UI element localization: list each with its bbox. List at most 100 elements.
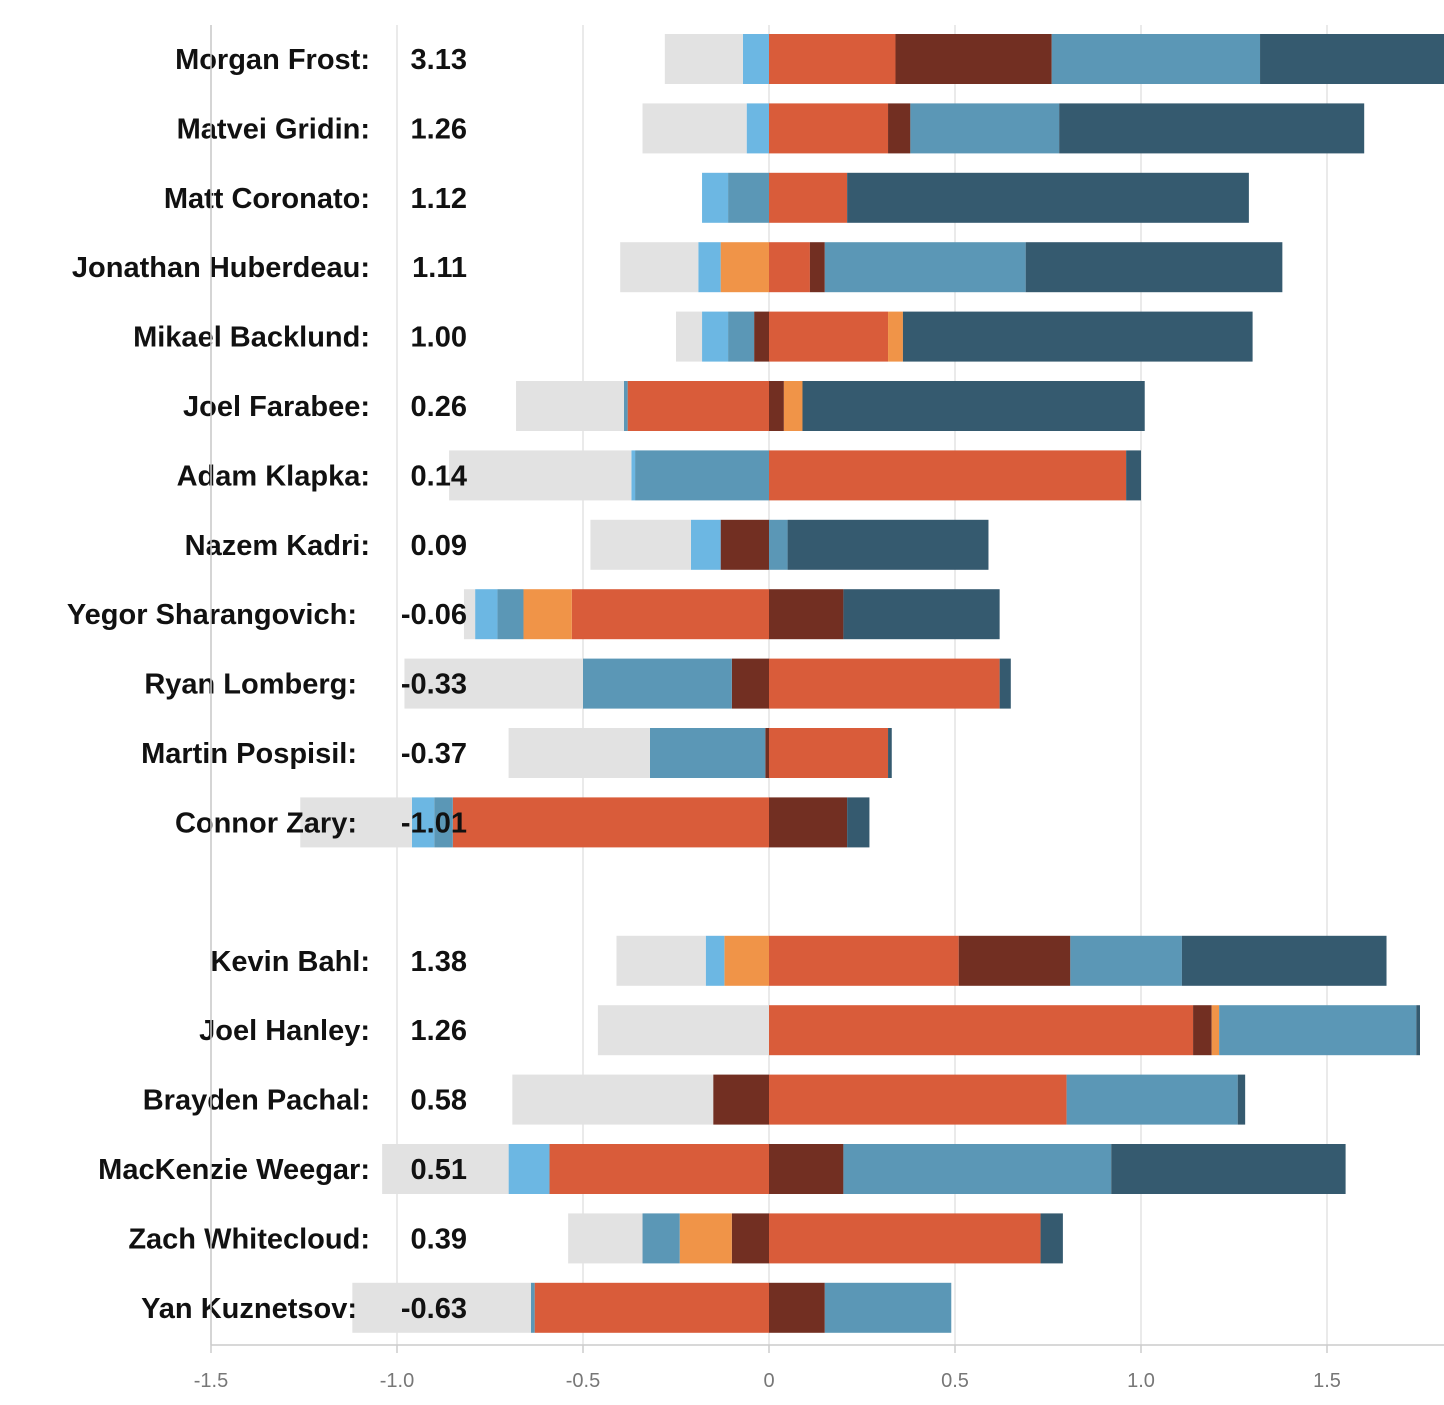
bar-segment-c3 bbox=[731, 1213, 769, 1264]
bar-segment-c2 bbox=[728, 311, 755, 362]
bar-segment-c4 bbox=[769, 658, 1000, 709]
bar-segment-c7 bbox=[508, 728, 650, 778]
player-row bbox=[676, 311, 1253, 362]
player-name: Matt Coronato: bbox=[164, 183, 370, 215]
player-total: 0.14 bbox=[411, 460, 467, 492]
player-total: 1.38 bbox=[411, 946, 467, 978]
bar-segment-c4 bbox=[452, 797, 769, 848]
player-row bbox=[300, 797, 870, 848]
player-name: Joel Farabee: bbox=[183, 391, 370, 423]
player-name: Martin Pospisil: bbox=[141, 738, 357, 770]
player-row bbox=[597, 1005, 1420, 1056]
bar-segment-c1 bbox=[1126, 450, 1141, 501]
player-name: Mikael Backlund: bbox=[133, 322, 370, 354]
bar-segment-c7 bbox=[382, 1144, 509, 1194]
bar-segment-c5 bbox=[724, 935, 769, 986]
bar-segment-c6 bbox=[705, 935, 725, 986]
bar-segment-c7 bbox=[642, 103, 747, 154]
bar-segment-c1 bbox=[1111, 1144, 1346, 1194]
bar-segment-c6 bbox=[631, 450, 636, 501]
bar-segment-c3 bbox=[765, 728, 769, 778]
player-total: -0.33 bbox=[401, 669, 467, 701]
player-row bbox=[616, 935, 1387, 986]
player-total: 1.00 bbox=[411, 322, 467, 354]
bar-segment-c1 bbox=[1040, 1213, 1063, 1264]
player-total: -0.37 bbox=[401, 738, 467, 770]
bar-segment-c3 bbox=[769, 1282, 825, 1333]
bar-segment-c6 bbox=[475, 589, 498, 640]
bar-segment-c5 bbox=[1211, 1005, 1220, 1056]
bar-segment-c1 bbox=[1025, 242, 1283, 293]
bar-segment-c1 bbox=[802, 381, 1145, 431]
x-tick-label: -1.0 bbox=[380, 1370, 414, 1392]
bar-segment-c2 bbox=[910, 103, 1060, 154]
player-name: Kevin Bahl: bbox=[210, 946, 370, 978]
bar-segment-c7 bbox=[404, 658, 583, 709]
bar-segment-c4 bbox=[571, 589, 769, 640]
bar-segment-c4 bbox=[769, 1074, 1067, 1125]
bar-segment-c3 bbox=[888, 103, 911, 154]
bar-segment-c5 bbox=[888, 311, 903, 362]
bar-segment-c3 bbox=[720, 519, 769, 570]
bar-segment-c7 bbox=[590, 519, 691, 570]
x-tick-label: -1.5 bbox=[194, 1370, 228, 1392]
bar-segment-c7 bbox=[620, 242, 699, 293]
bar-segment-c4 bbox=[769, 450, 1127, 501]
player-name: MacKenzie Weegar: bbox=[98, 1154, 370, 1186]
bar-segment-c2 bbox=[635, 450, 769, 501]
player-total: 1.26 bbox=[411, 113, 467, 145]
bar-segment-c4 bbox=[769, 728, 889, 778]
bar-segment-c4 bbox=[769, 1213, 1041, 1264]
bar-segment-c1 bbox=[1237, 1074, 1246, 1125]
bar-segment-c4 bbox=[627, 381, 769, 431]
x-tick-label: 1.0 bbox=[1127, 1370, 1155, 1392]
player-total: 0.39 bbox=[411, 1223, 467, 1255]
player-row bbox=[352, 1282, 952, 1333]
bar-segment-c6 bbox=[742, 34, 769, 84]
bar-segment-c2 bbox=[843, 1144, 1112, 1194]
bar-segment-c1 bbox=[999, 658, 1011, 709]
bar-segment-c3 bbox=[1193, 1005, 1212, 1056]
player-total: 0.26 bbox=[411, 391, 467, 423]
x-tick-label: 0 bbox=[763, 1370, 774, 1392]
bar-segment-c2 bbox=[769, 519, 788, 570]
bar-segment-c6 bbox=[698, 242, 721, 293]
bar-segment-c1 bbox=[847, 797, 870, 848]
bar-layer bbox=[300, 34, 1444, 1333]
bar-segment-c2 bbox=[1066, 1074, 1238, 1125]
player-row bbox=[642, 103, 1365, 154]
bar-segment-c3 bbox=[809, 242, 825, 293]
bar-segment-c3 bbox=[731, 658, 769, 709]
bar-segment-c3 bbox=[769, 589, 844, 640]
bar-segment-c2 bbox=[1051, 34, 1261, 84]
player-row bbox=[404, 658, 1011, 709]
x-tick-label: 0.5 bbox=[941, 1370, 969, 1392]
bar-segment-c3 bbox=[769, 797, 848, 848]
bar-segment-c3 bbox=[958, 935, 1071, 986]
player-name: Connor Zary: bbox=[175, 807, 357, 839]
bar-segment-c6 bbox=[746, 103, 769, 154]
bar-segment-c7 bbox=[449, 450, 632, 501]
player-row bbox=[382, 1144, 1346, 1194]
player-name: Zach Whitecloud: bbox=[128, 1223, 370, 1255]
player-total: 1.11 bbox=[412, 252, 467, 284]
player-total: 1.26 bbox=[411, 1015, 467, 1047]
player-total: 0.09 bbox=[411, 530, 467, 562]
bar-segment-c1 bbox=[902, 311, 1253, 362]
player-total: -1.01 bbox=[401, 807, 467, 839]
bar-segment-c2 bbox=[583, 658, 732, 709]
bar-segment-c1 bbox=[847, 172, 1249, 223]
player-name: Yegor Sharangovich: bbox=[67, 599, 357, 631]
bar-segment-c6 bbox=[690, 519, 721, 570]
bar-segment-c5 bbox=[523, 589, 572, 640]
bar-segment-c4 bbox=[769, 242, 810, 293]
bar-segment-c4 bbox=[769, 34, 896, 84]
bar-segment-c7 bbox=[512, 1074, 714, 1125]
player-name: Jonathan Huberdeau: bbox=[72, 252, 370, 284]
bar-segment-c6 bbox=[702, 172, 729, 223]
bar-segment-c3 bbox=[769, 381, 784, 431]
bar-segment-c1 bbox=[843, 589, 1000, 640]
bar-segment-c4 bbox=[769, 935, 959, 986]
